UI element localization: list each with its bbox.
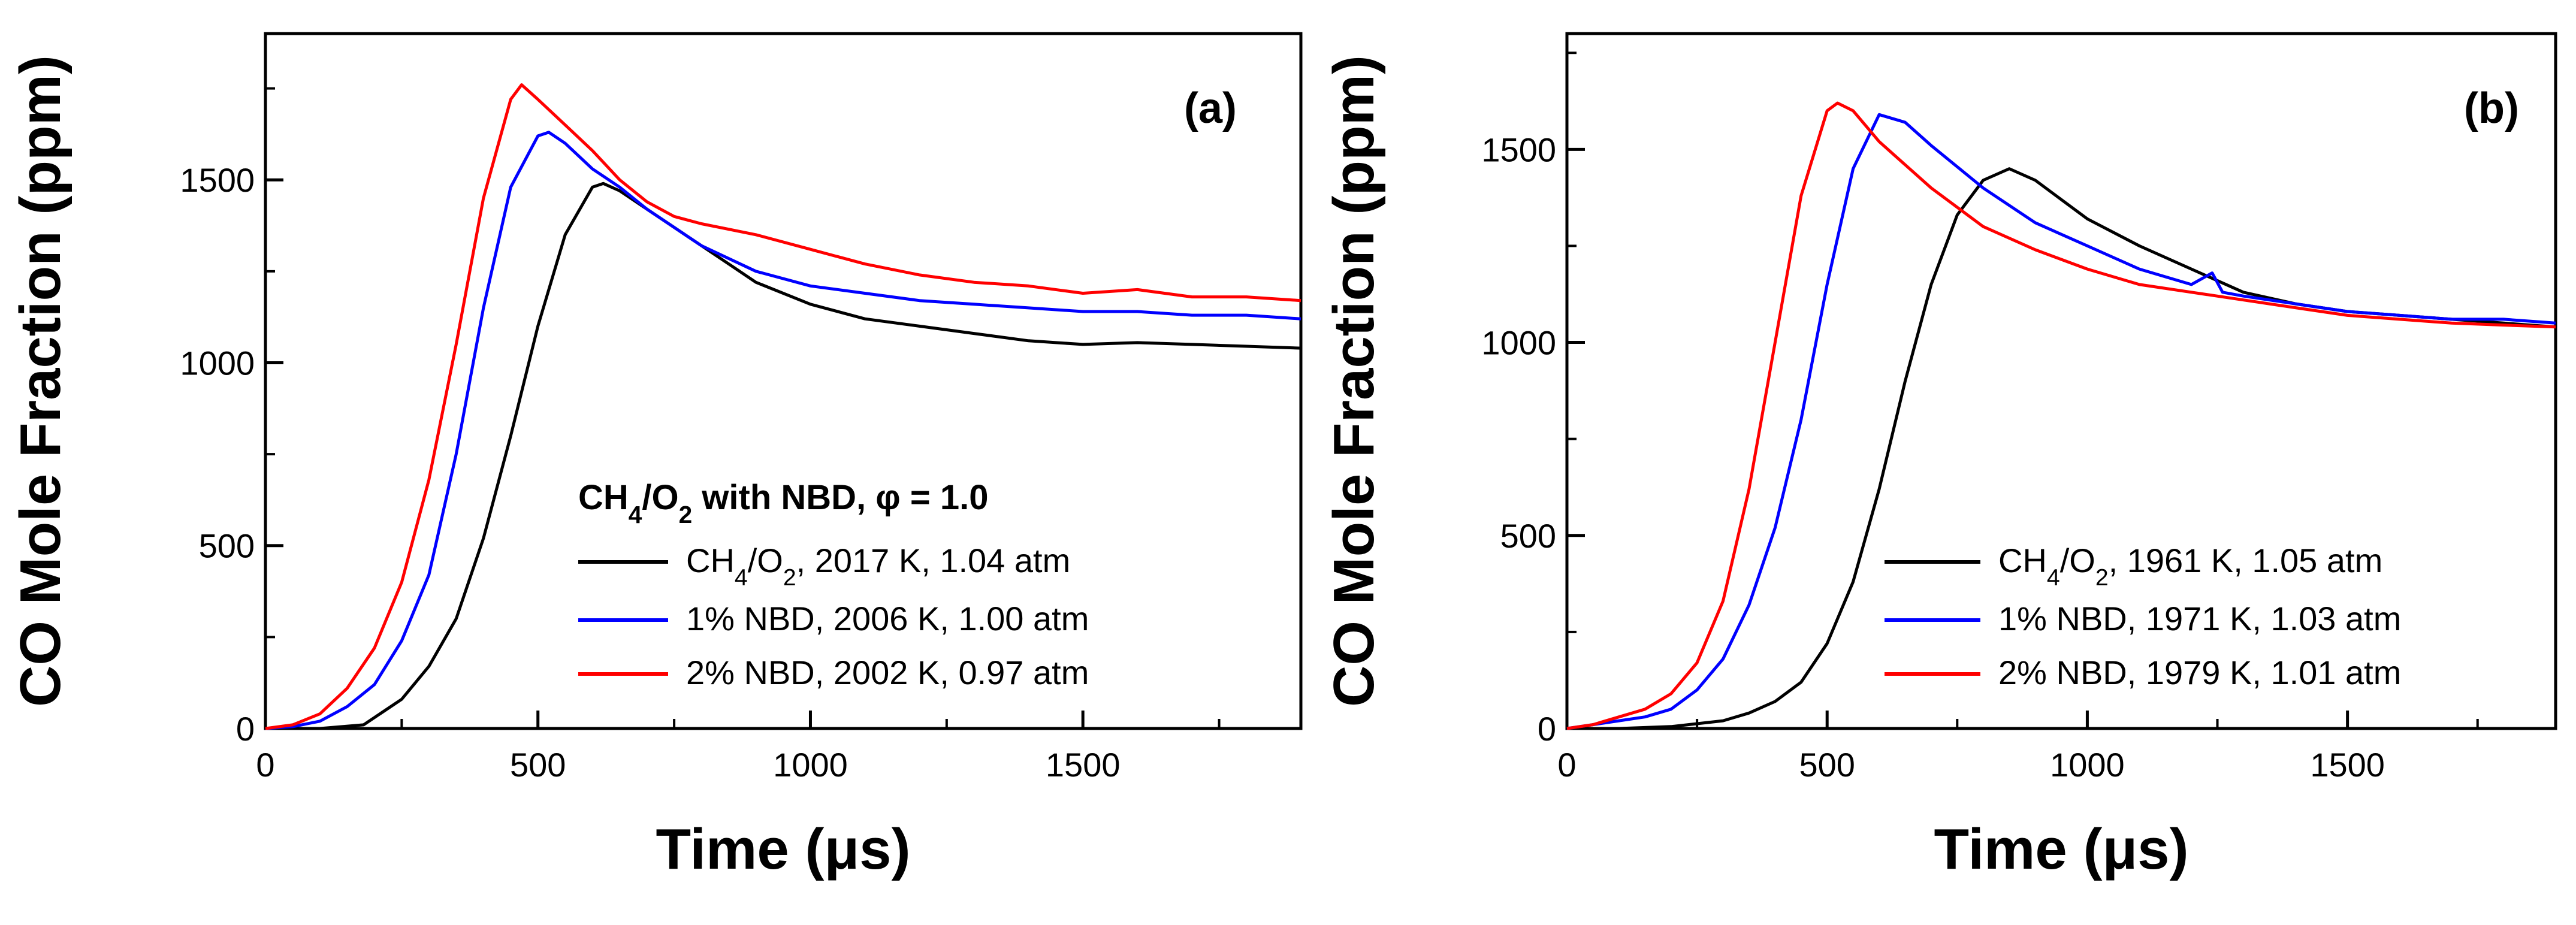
x-tick-label: 0	[1557, 746, 1576, 784]
y-tick-label: 1500	[180, 161, 255, 199]
x-tick-label: 1000	[2050, 746, 2125, 784]
y-tick-label: 500	[199, 527, 255, 565]
y-axis-title: CO Mole Fraction (ppm)	[1322, 55, 1386, 707]
legend-label-3: 2% NBD, 2002 K, 0.97 atm	[686, 654, 1089, 691]
panel-label: (b)	[2464, 84, 2519, 132]
x-tick-label: 1500	[1046, 746, 1121, 784]
y-tick-label: 1500	[1481, 131, 1556, 168]
panel-a: 0 500 1000 1500 0 500 1000 1500 Time (μs) CO Mole…	[8, 32, 1303, 881]
panel-label: (a)	[1184, 84, 1237, 132]
y-tick-label: 0	[1538, 710, 1556, 748]
legend-label-3: 2% NBD, 1979 K, 1.01 atm	[1998, 654, 2401, 691]
legend-label-2: 1% NBD, 2006 K, 1.00 atm	[686, 600, 1089, 637]
x-tick-label: 500	[1799, 746, 1855, 784]
series-line-2	[1566, 113, 2556, 730]
x-axis-title: Time (μs)	[1934, 817, 2188, 881]
y-tick-label: 1000	[180, 344, 255, 382]
plot-frame	[1565, 32, 2557, 730]
panel-b: 0 500 1000 1500 0 500 1000 1500 Time (μs) CO Mole…	[1322, 32, 2557, 881]
legend-title: CH4/O2 with NBD, φ = 1.0	[578, 478, 989, 528]
legend-label-1: CH4/O2, 2017 K, 1.04 atm	[686, 542, 1070, 591]
series-line-1	[265, 182, 1301, 730]
y-axis-title: CO Mole Fraction (ppm)	[8, 55, 73, 707]
legend-label-2: 1% NBD, 1971 K, 1.03 atm	[1998, 600, 2401, 637]
series-line-1	[1567, 167, 2556, 730]
x-tick-label: 1500	[2310, 746, 2385, 784]
legend-label-1: CH4/O2, 1961 K, 1.05 atm	[1998, 542, 2382, 591]
x-tick-label: 1000	[773, 746, 848, 784]
y-tick-label: 0	[236, 710, 255, 748]
x-tick-label: 500	[510, 746, 566, 784]
x-tick-label: 0	[256, 746, 274, 784]
y-tick-label: 500	[1500, 517, 1556, 555]
x-axis-title: Time (μs)	[656, 817, 910, 881]
y-tick-label: 1000	[1481, 324, 1556, 362]
series-line-3	[1566, 101, 2556, 730]
plot-frame	[264, 32, 1303, 730]
series-line-3	[265, 83, 1301, 730]
series-line-2	[265, 131, 1301, 730]
